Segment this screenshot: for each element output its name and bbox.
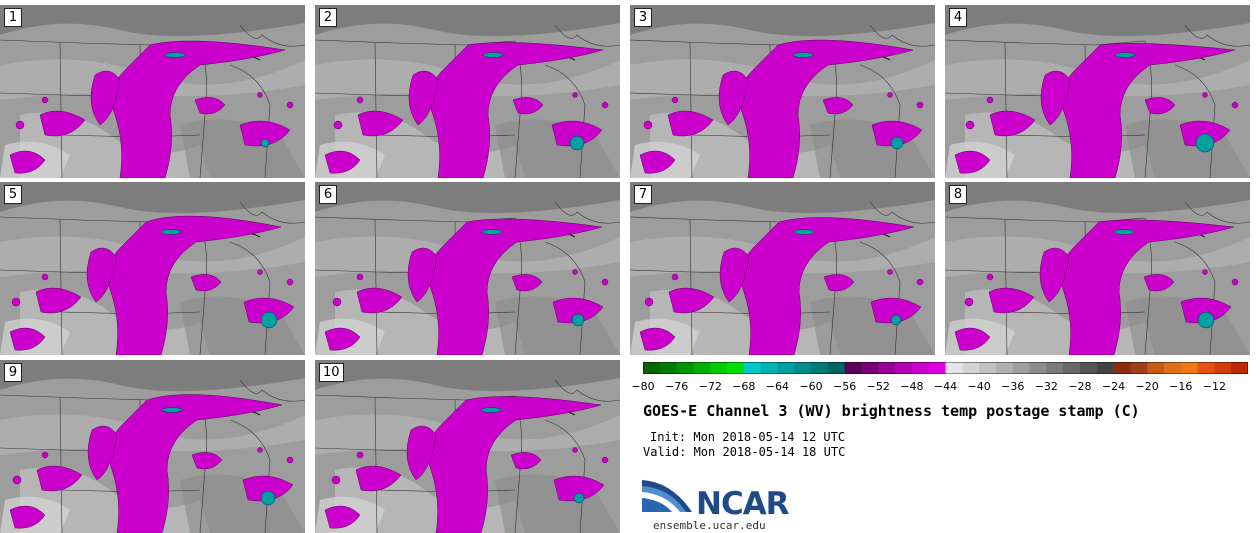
colorbar-segment <box>811 362 829 374</box>
colorbar-segment <box>1029 362 1047 374</box>
water-vapor-map <box>0 360 305 533</box>
member-number-label: 2 <box>319 8 337 27</box>
colorbar-segment <box>928 362 946 374</box>
water-vapor-map <box>315 182 620 355</box>
colorbar-segment <box>1147 362 1165 374</box>
water-vapor-map <box>945 182 1250 355</box>
ensemble-member-map: 3 <box>630 5 935 178</box>
colorbar-segment <box>659 362 678 374</box>
colorbar-segment <box>945 362 963 374</box>
colorbar-tick-label: −52 <box>866 380 890 393</box>
water-vapor-map <box>630 182 935 355</box>
figure-title: GOES-E Channel 3 (WV) brightness temp po… <box>643 402 1140 420</box>
init-time: Init: Mon 2018-05-14 12 UTC <box>650 430 846 444</box>
colorbar-segment <box>962 362 980 374</box>
colorbar-segment <box>693 362 711 374</box>
colorbar-segment <box>878 362 896 374</box>
ensemble-member-map: 10 <box>315 360 620 533</box>
colorbar-tick-label: −80 <box>631 380 655 393</box>
colorbar-segment <box>1096 362 1115 374</box>
colorbar-segment <box>643 362 661 374</box>
colorbar-segment <box>794 362 812 374</box>
colorbar-segment <box>676 362 694 374</box>
member-number-label: 8 <box>949 185 967 204</box>
ncar-logo-text: NCAR <box>696 486 790 522</box>
ensemble-member-map: 5 <box>0 182 305 355</box>
colorbar-tick-label: −36 <box>1001 380 1025 393</box>
water-vapor-map <box>315 5 620 178</box>
colorbar-tick-label: −76 <box>665 380 689 393</box>
ensemble-member-map: 9 <box>0 360 305 533</box>
website-url: ensemble.ucar.edu <box>653 519 766 532</box>
water-vapor-map <box>0 5 305 178</box>
colorbar-segment <box>861 362 879 374</box>
ensemble-member-map: 4 <box>945 5 1250 178</box>
colorbar-segment <box>1130 362 1148 374</box>
member-number-label: 4 <box>949 8 967 27</box>
colorbar-segment <box>1063 362 1081 374</box>
colorbar-segment <box>710 362 728 374</box>
member-number-label: 5 <box>4 185 22 204</box>
colorbar-segment <box>911 362 930 374</box>
colorbar-tick-label: −68 <box>732 380 756 393</box>
water-vapor-map <box>630 5 935 178</box>
colorbar-tick-label: −56 <box>833 380 857 393</box>
colorbar-segment <box>995 362 1014 374</box>
colorbar-segment <box>1012 362 1031 374</box>
ncar-logo-icon <box>642 480 692 512</box>
colorbar-segment <box>1180 362 1199 374</box>
colorbar-tick-label: −20 <box>1135 380 1159 393</box>
colorbar-segment <box>979 362 997 374</box>
colorbar-tick-label: −32 <box>1034 380 1058 393</box>
colorbar-tick-label: −64 <box>765 380 790 393</box>
colorbar-segment <box>1214 362 1232 374</box>
colorbar-tick-label: −24 <box>1101 380 1126 393</box>
colorbar-segment <box>1163 362 1182 374</box>
member-number-label: 1 <box>4 8 22 27</box>
colorbar-tick-label: −28 <box>1068 380 1092 393</box>
member-number-label: 3 <box>634 8 652 27</box>
colorbar-segment <box>1231 362 1248 374</box>
colorbar-tick-label: −12 <box>1202 380 1226 393</box>
colorbar-segment <box>1197 362 1215 374</box>
colorbar-tick-label: −72 <box>698 380 722 393</box>
water-vapor-map <box>0 182 305 355</box>
member-number-label: 9 <box>4 363 22 382</box>
member-number-label: 7 <box>634 185 652 204</box>
member-number-label: 10 <box>319 363 344 382</box>
colorbar-segment <box>727 362 745 374</box>
water-vapor-map <box>945 5 1250 178</box>
ensemble-member-map: 8 <box>945 182 1250 355</box>
colorbar-segment <box>1079 362 1098 374</box>
colorbar-tick-label: −40 <box>967 380 991 393</box>
colorbar-segment <box>760 362 778 374</box>
colorbar-segment <box>777 362 795 374</box>
colorbar-segment <box>827 362 846 374</box>
colorbar-segment <box>895 362 913 374</box>
colorbar-segment <box>844 362 862 374</box>
ensemble-member-map: 7 <box>630 182 935 355</box>
ensemble-member-map: 1 <box>0 5 305 178</box>
colorbar-tick-label: −60 <box>799 380 823 393</box>
ensemble-member-map: 2 <box>315 5 620 178</box>
colorbar-segment <box>743 362 762 374</box>
water-vapor-map <box>315 360 620 533</box>
colorbar-tick-label: −48 <box>900 380 924 393</box>
ensemble-member-map: 6 <box>315 182 620 355</box>
colorbar-tick-label: −44 <box>933 380 958 393</box>
colorbar <box>643 362 1248 374</box>
valid-time: Valid: Mon 2018-05-14 18 UTC <box>643 445 846 459</box>
colorbar-segment <box>1113 362 1131 374</box>
colorbar-tick-label: −16 <box>1169 380 1193 393</box>
colorbar-segment <box>1046 362 1064 374</box>
member-number-label: 6 <box>319 185 337 204</box>
